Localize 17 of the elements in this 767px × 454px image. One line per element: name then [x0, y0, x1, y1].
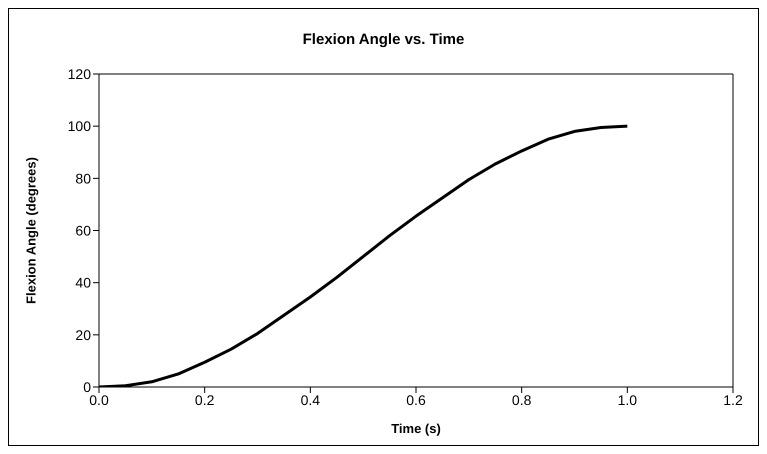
- y-tick-label: 60: [75, 222, 92, 238]
- x-tick-label: 0.4: [300, 392, 320, 408]
- chart-title: Flexion Angle vs. Time: [302, 30, 466, 50]
- x-tick-label: 0.8: [512, 392, 532, 408]
- x-tick-label: 0.2: [194, 392, 215, 408]
- y-tick-label: 20: [75, 326, 92, 343]
- x-axis-title: Time (s): [391, 421, 441, 436]
- y-tick-label: 40: [75, 274, 92, 291]
- y-axis-title: Flexion Angle (degrees): [24, 157, 39, 304]
- x-tick-label: 0.6: [406, 392, 426, 408]
- y-tick-label: 0: [83, 378, 92, 395]
- x-tick-label: 0.0: [89, 392, 109, 408]
- x-tick-label: 1.0: [618, 392, 638, 408]
- x-tick-label: 1.2: [723, 392, 743, 408]
- y-tick-label: 120: [68, 66, 92, 82]
- y-tick-label: 100: [68, 118, 92, 134]
- y-tick-label: 80: [75, 170, 92, 186]
